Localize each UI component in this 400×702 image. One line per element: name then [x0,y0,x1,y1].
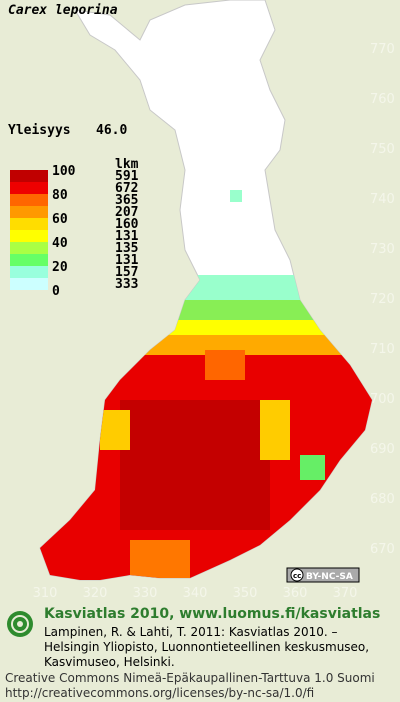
y-grid-label: 670 [370,542,395,557]
y-grid-label: 740 [370,192,395,207]
frequency-label: Yleisyys [8,123,71,138]
legend-swatch [10,206,48,218]
legend-swatch [10,266,48,278]
footer: Lampinen, R. & Lahti, T. 2011: Kasviatla… [5,625,375,700]
legend-swatch [10,278,48,290]
legend-scale: 60 [52,212,68,227]
map [39,0,373,581]
y-grid-label: 760 [370,92,395,107]
legend-swatch [10,230,48,242]
species-title: Carex leporina [8,3,118,18]
badge-text: BY-NC-SA [306,572,353,582]
svg-text:cc: cc [293,572,301,580]
grid-labels: 770 760 750 740 730 720 710 700 690 680 670 310 320 3… [33,42,395,601]
legend-scale: 100 [52,164,76,179]
x-grid-label: 310 [33,586,58,601]
x-grid-label: 320 [83,586,108,601]
legend-count: 157 [115,265,138,280]
legend-count: 591 [115,169,139,184]
citation-line: Helsingin Yliopisto, Luonnontieteellinen… [44,640,369,654]
footer-heading: Kasviatlas 2010, www.luomus.fi/kasviatla… [44,606,380,622]
legend-scale: 20 [52,260,68,275]
x-grid-label: 360 [283,586,308,601]
citation-line: Kasvimuseo, Helsinki. [44,655,175,669]
y-grid-label: 720 [370,292,395,307]
x-grid-label: 340 [183,586,208,601]
license-badge: cc BY-NC-SA [286,567,360,583]
x-grid-label: 350 [233,586,258,601]
legend-count: 207 [115,205,138,220]
y-grid-label: 700 [370,392,395,407]
legend-swatch [10,218,48,230]
legend-swatch [10,194,48,206]
license-line: Creative Commons Nimeä-Epäkaupallinen-Ta… [5,671,375,685]
y-grid-label: 770 [370,42,395,57]
legend-header: lkm [115,157,139,172]
y-grid-label: 730 [370,242,395,257]
legend-swatch [10,182,48,194]
legend-scale: 80 [52,188,68,203]
legend-swatch [10,170,48,182]
x-grid-label: 330 [133,586,158,601]
legend-count: 333 [115,277,138,292]
y-grid-label: 690 [370,442,395,457]
frequency-value: 46.0 [96,123,127,138]
logo [7,611,33,637]
y-grid-label: 710 [370,342,395,357]
license-line: http://creativecommons.org/licenses/by-n… [5,686,314,700]
legend-count: 135 [115,241,138,256]
legend-count: 131 [115,253,139,268]
y-grid-label: 750 [370,142,395,157]
y-grid-label: 680 [370,492,395,507]
legend-count: 365 [115,193,138,208]
legend-count: 160 [115,217,139,232]
legend-scale: 40 [52,236,68,251]
legend-count: 131 [115,229,139,244]
legend-count: 672 [115,181,138,196]
legend-swatch [10,254,48,266]
x-grid-label: 370 [333,586,358,601]
legend-scale: 0 [52,284,60,299]
legend: 5916723652071601311351311573331008060402… [10,164,139,299]
legend-swatch [10,242,48,254]
citation-line: Lampinen, R. & Lahti, T. 2011: Kasviatla… [44,625,338,639]
